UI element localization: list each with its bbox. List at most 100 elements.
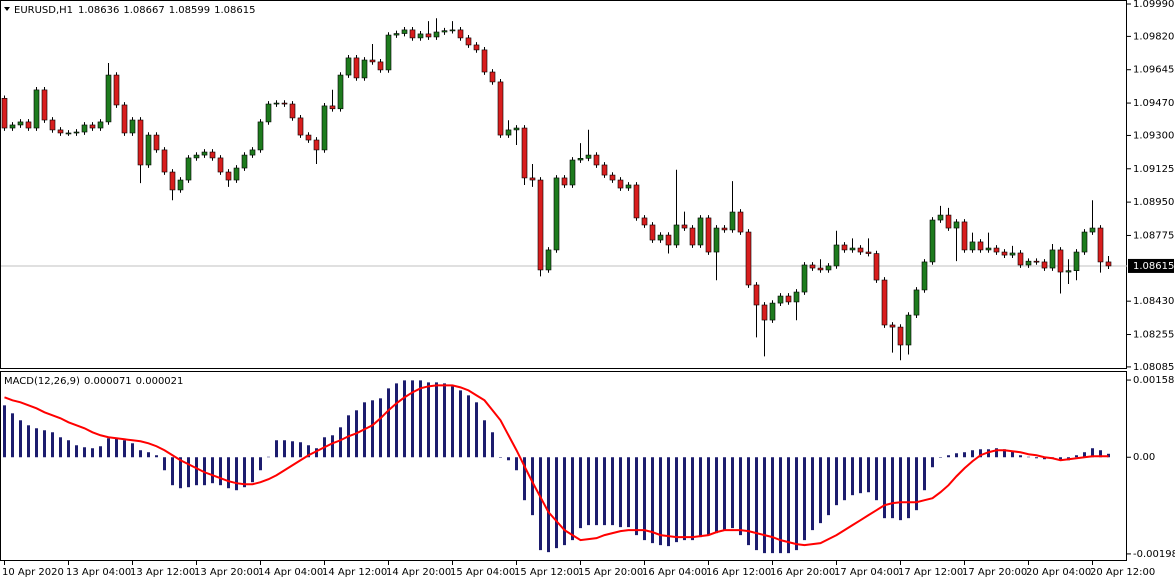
x-tick-label: 16 Apr 04:00 — [642, 567, 707, 578]
candle-body — [393, 33, 400, 36]
candle-body — [361, 59, 368, 79]
y-tick-label: -0.001985 — [1133, 549, 1175, 560]
candle-body — [657, 234, 664, 241]
candle-body — [1001, 251, 1008, 256]
candle-body — [241, 154, 248, 169]
x-tick-label: 16 Apr 12:00 — [706, 567, 771, 578]
candle-body — [353, 57, 360, 79]
candle-body — [1009, 252, 1016, 256]
candle-body — [537, 179, 544, 271]
y-tick-label: 1.09645 — [1133, 65, 1174, 76]
candle-body — [857, 247, 864, 253]
candle-body — [449, 29, 456, 32]
candle-body — [665, 234, 672, 246]
collapse-icon[interactable] — [4, 7, 10, 11]
candle-body — [673, 224, 680, 246]
candle-body — [585, 154, 592, 159]
candle-body — [297, 117, 304, 136]
x-tick-label: 13 Apr 04:00 — [66, 567, 131, 578]
candle-body — [961, 221, 968, 251]
candle-body — [601, 164, 608, 176]
candle-body — [689, 227, 696, 246]
candle-body — [401, 29, 408, 34]
y-tick-label: 0.00 — [1133, 452, 1155, 463]
candle-body — [561, 177, 568, 186]
candle-body — [745, 231, 752, 286]
candle-body — [849, 247, 856, 251]
candle-body — [217, 157, 224, 173]
x-tick-label: 15 Apr 20:00 — [578, 567, 643, 578]
header-low: 1.08599 — [169, 5, 210, 16]
macd-title: MACD(12,26,9) — [4, 376, 80, 387]
candle-body — [465, 37, 472, 46]
candle-body — [265, 103, 272, 123]
candle-body — [697, 217, 704, 246]
candle-body — [977, 241, 984, 251]
candle-body — [649, 224, 656, 241]
candle-body — [553, 177, 560, 251]
x-tick-label: 14 Apr 20:00 — [386, 567, 451, 578]
candle-body — [273, 102, 280, 105]
candle-body — [721, 227, 728, 231]
candle-body — [569, 159, 576, 186]
candle-body — [97, 121, 104, 129]
candle-body — [873, 253, 880, 281]
candle-body — [1025, 260, 1032, 266]
candle-body — [793, 291, 800, 303]
candle-body — [169, 171, 176, 191]
candle-body — [129, 119, 136, 134]
candle-body — [593, 154, 600, 166]
candle-body — [105, 74, 112, 123]
candle-body — [825, 265, 832, 271]
candle-body — [1041, 261, 1048, 269]
x-tick-label: 17 Apr 04:00 — [834, 567, 899, 578]
x-tick-label: 15 Apr 12:00 — [514, 567, 579, 578]
candle-body — [137, 119, 144, 166]
x-tick-label: 13 Apr 12:00 — [130, 567, 195, 578]
candle-body — [913, 289, 920, 316]
candle-body — [521, 127, 528, 179]
candle-body — [1057, 249, 1064, 273]
y-tick-label: 1.09990 — [1133, 0, 1174, 10]
header-open: 1.08636 — [78, 5, 119, 16]
candle-body — [385, 34, 392, 71]
candle-body — [257, 121, 264, 151]
candle-body — [841, 244, 848, 251]
candle-body — [497, 81, 504, 136]
candle-body — [337, 74, 344, 110]
candle-body — [305, 134, 312, 141]
y-tick-label: 1.08085 — [1133, 362, 1174, 373]
candle-body — [345, 57, 352, 76]
candle-body — [281, 102, 288, 105]
candle-body — [289, 103, 296, 119]
candle-body — [9, 124, 16, 129]
candle-body — [1065, 270, 1072, 273]
candle-body — [425, 33, 432, 38]
candle-body — [1073, 251, 1080, 272]
y-tick-label: 1.09820 — [1133, 31, 1174, 42]
candle-body — [209, 151, 216, 159]
macd-main-value: 0.000071 — [84, 376, 132, 387]
candle-body — [1081, 231, 1088, 253]
candle-body — [833, 244, 840, 267]
candle-body — [617, 179, 624, 189]
candle-body — [753, 284, 760, 306]
candle-body — [713, 227, 720, 253]
candle-body — [817, 267, 824, 271]
x-tick-label: 14 Apr 04:00 — [258, 567, 323, 578]
x-tick-label: 10 Apr 2020 — [2, 567, 64, 578]
x-tick-label: 16 Apr 20:00 — [770, 567, 835, 578]
candle-body — [633, 184, 640, 219]
candle-body — [121, 104, 128, 134]
candle-body — [1049, 249, 1056, 269]
x-tick-label: 17 Apr 12:00 — [898, 567, 963, 578]
candle-body — [1105, 261, 1112, 267]
candle-body — [65, 132, 72, 135]
x-tick-label: 15 Apr 04:00 — [450, 567, 515, 578]
header-close: 1.08615 — [214, 5, 255, 16]
candle-body — [113, 74, 120, 106]
candle-body — [321, 105, 328, 151]
candle-body — [193, 154, 200, 159]
candle-body — [945, 214, 952, 229]
